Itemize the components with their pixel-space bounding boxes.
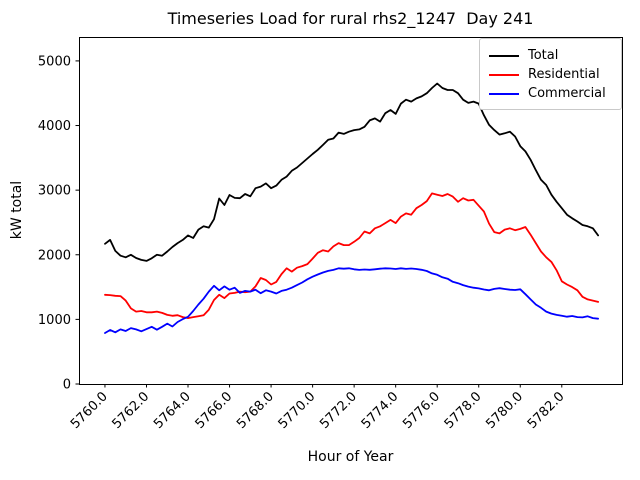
legend-item-residential: Residential	[480, 65, 621, 84]
y-tick-label: 2000	[38, 248, 71, 263]
y-tick-label: 1000	[38, 313, 71, 328]
tick-labels: 0100020003000400050005760.05762.05764.05…	[38, 54, 568, 432]
legend-label: Residential	[528, 67, 600, 82]
x-tick-label: 5762.0	[110, 389, 153, 432]
x-tick-label: 5764.0	[151, 389, 194, 432]
x-tick-label: 5760.0	[68, 389, 111, 432]
axes-layer	[75, 37, 623, 388]
x-tick-label: 5768.0	[234, 389, 277, 432]
plot-frame	[79, 37, 623, 385]
x-tick-label: 5770.0	[276, 389, 319, 432]
residential-line-swatch	[489, 73, 519, 76]
legend-item-total: Total	[480, 46, 621, 65]
legend-label: Total	[528, 48, 559, 63]
x-tick-label: 5774.0	[359, 389, 402, 432]
y-tick-label: 4000	[38, 119, 71, 134]
y-axis-label: kW total	[9, 180, 25, 240]
x-tick-label: 5782.0	[525, 389, 568, 432]
x-tick-label: 5780.0	[483, 389, 526, 432]
legend: Total Residential Commercial	[479, 38, 622, 110]
y-tick-label: 3000	[38, 184, 71, 199]
series-line-residential	[104, 192, 599, 320]
series-line-commercial	[104, 267, 599, 334]
legend-label: Commercial	[528, 86, 606, 101]
chart-title: Timeseries Load for rural rhs2_1247 Day …	[167, 9, 534, 28]
total-line-swatch	[489, 54, 519, 57]
commercial-line-swatch	[489, 92, 519, 95]
y-tick-label: 0	[63, 378, 71, 393]
y-tick-label: 5000	[38, 54, 71, 69]
x-tick-label: 5766.0	[193, 389, 236, 432]
x-tick-label: 5776.0	[400, 389, 443, 432]
x-tick-label: 5772.0	[317, 389, 360, 432]
series-lines	[104, 82, 599, 334]
x-axis-label: Hour of Year	[307, 449, 394, 465]
series-line-total	[104, 82, 599, 262]
x-tick-label: 5778.0	[442, 389, 485, 432]
legend-item-commercial: Commercial	[480, 84, 621, 103]
